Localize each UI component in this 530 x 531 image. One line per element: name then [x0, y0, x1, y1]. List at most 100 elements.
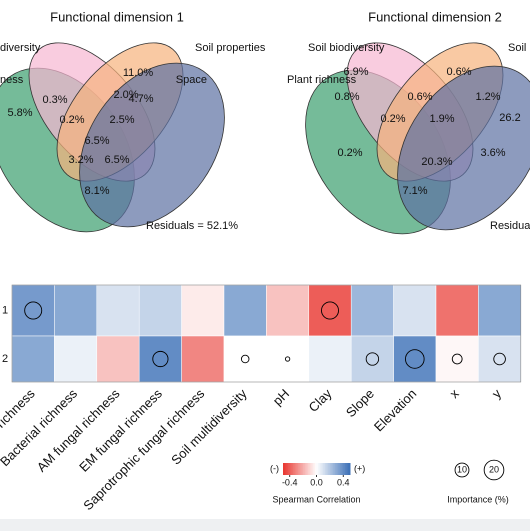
importance-circle — [451, 353, 463, 365]
heat-cell — [266, 284, 310, 337]
region-label: 26.2 — [499, 112, 520, 124]
heat-cell — [266, 335, 310, 383]
heat-cell — [223, 335, 267, 383]
colorbar-step — [308, 463, 311, 475]
colorbar-step — [304, 463, 307, 475]
region-label: 2.0% — [113, 89, 138, 101]
region-label: 2.5% — [109, 114, 134, 126]
chart-title: Functional dimension 2 — [368, 9, 502, 24]
heat-cell — [308, 335, 352, 383]
heat-cell — [350, 284, 394, 337]
row-label: 2 — [2, 353, 8, 365]
x-tick-label: Slope — [343, 386, 377, 420]
colorbar-tick-label: 0.0 — [310, 477, 323, 487]
colorbar-step — [338, 463, 341, 475]
x-tick-label: pH — [270, 386, 292, 408]
region-label: 20.3% — [421, 156, 452, 168]
colorbar-step — [344, 463, 348, 475]
colorbar-step — [341, 463, 344, 475]
importance-circle — [240, 354, 250, 364]
set-label: Soil — [508, 42, 526, 54]
heat-cell — [308, 284, 352, 337]
importance-circle — [405, 349, 425, 369]
region-label: 4.7% — [128, 93, 153, 105]
colorbar-step — [324, 463, 328, 475]
colorbar-title: Spearman Correlation — [272, 494, 360, 504]
heat-cell — [181, 335, 225, 383]
region-label: 0.2% — [337, 147, 362, 159]
region-label: 0.6% — [446, 66, 471, 78]
colorbar-step — [293, 463, 296, 475]
colorbar-step — [301, 463, 304, 475]
colorbar-step — [303, 463, 306, 475]
colorbar-step — [309, 463, 312, 475]
region-label: 0.2% — [59, 114, 84, 126]
colorbar-step — [306, 463, 309, 475]
importance-circle — [284, 356, 291, 362]
importance-circle — [365, 352, 380, 366]
importance-circle — [24, 301, 43, 320]
size-legend-circle — [483, 459, 505, 481]
colorbar-step — [289, 463, 292, 475]
colorbar-tick-label: -0.4 — [282, 477, 298, 487]
heat-cell — [54, 335, 98, 383]
heat-cell — [54, 284, 98, 337]
colorbar-step — [291, 463, 294, 475]
heat-cell — [223, 284, 267, 337]
x-tick-label: x — [447, 386, 463, 402]
colorbar-step — [283, 463, 286, 475]
x-tick-label: y — [489, 386, 505, 402]
size-legend-title: Importance (%) — [447, 494, 509, 504]
importance-circle — [152, 350, 169, 368]
region-label: 1.9% — [429, 113, 454, 125]
colorbar-step — [318, 463, 321, 475]
colorbar-step — [334, 463, 338, 475]
size-legend-circle — [454, 462, 470, 478]
colorbar-step — [326, 463, 329, 475]
colorbar-step — [316, 463, 319, 475]
colorbar-step — [321, 463, 324, 475]
colorbar-step — [284, 463, 287, 475]
heat-cell — [393, 335, 437, 383]
region-label: 8.1% — [84, 185, 109, 197]
x-tick-label: Clay — [306, 386, 335, 415]
heat-cell — [96, 335, 140, 383]
colorbar-step — [319, 463, 323, 475]
set-label: Plant richness — [287, 74, 357, 86]
region-label: 7.1% — [402, 185, 427, 197]
region-label: 1.2% — [475, 91, 500, 103]
colorbar-step — [311, 463, 314, 475]
importance-circle — [493, 352, 506, 366]
size-legend-label: 10 — [457, 464, 467, 474]
heat-cell — [478, 335, 522, 383]
heat-cell — [11, 284, 55, 337]
colorbar-step — [348, 463, 351, 475]
heat-cell — [393, 284, 437, 337]
region-label: 0.6% — [407, 91, 432, 103]
residuals-label: Residua — [490, 220, 530, 232]
colorbar-step — [299, 463, 302, 475]
colorbar-step — [339, 463, 343, 475]
set-label: Soil biodiversity — [308, 42, 385, 54]
colorbar-neg: (-) — [270, 463, 279, 473]
venn-set — [79, 62, 225, 228]
colorbar-step — [328, 463, 331, 475]
residuals-label: Residuals = 52.1% — [146, 220, 238, 232]
region-label: 0.3% — [42, 94, 67, 106]
set-label: ness — [0, 74, 24, 86]
region-label: 11.0% — [123, 67, 154, 79]
chart-title: Functional dimension 1 — [50, 9, 184, 24]
importance-circle — [321, 301, 339, 320]
colorbar-step — [331, 463, 334, 475]
bottom-bar — [0, 519, 530, 531]
region-label: 6.5% — [104, 154, 129, 166]
set-label: Soil properties — [195, 42, 266, 54]
row-label: 1 — [2, 304, 8, 316]
colorbar-step — [314, 463, 317, 475]
set-label: diversity — [0, 42, 41, 54]
region-label: 5.8% — [7, 107, 32, 119]
region-label: 3.2% — [68, 154, 93, 166]
venn-set — [397, 65, 530, 231]
heat-cell — [350, 335, 394, 383]
colorbar-step — [296, 463, 299, 475]
